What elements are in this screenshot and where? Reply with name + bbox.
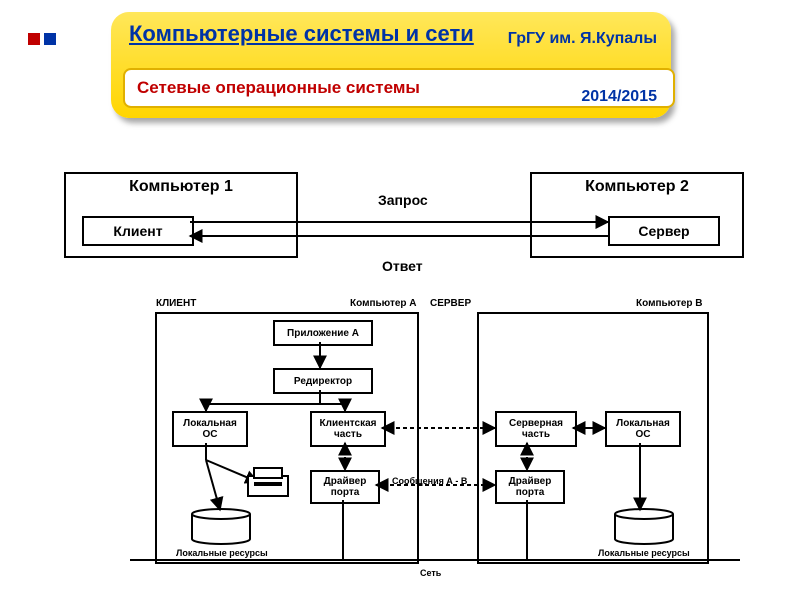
d2-label: КЛИЕНТ xyxy=(156,298,196,309)
university-label: ГрГУ им. Я.Купалы xyxy=(508,30,657,48)
d2-node-serverPart: Серверная часть xyxy=(495,411,577,447)
d2-label: Локальные ресурсы xyxy=(598,548,690,558)
d1-node-server: Сервер xyxy=(608,216,720,246)
subtitle-text: Сетевые операционные системы xyxy=(137,78,420,98)
bullet-icon xyxy=(28,33,40,45)
d2-label: Сеть xyxy=(420,568,441,578)
d2-label: СЕРВЕР xyxy=(430,298,471,309)
title-bullets xyxy=(28,33,56,45)
d2-label: Компьютер В xyxy=(636,298,703,309)
page-title: Компьютерные системы и сети xyxy=(129,21,474,47)
d2-node-appA: Приложение А xyxy=(273,320,373,346)
bullet-icon xyxy=(44,33,56,45)
d2-node-localOS_B: Локальная ОС xyxy=(605,411,681,447)
d2-label: Локальные ресурсы xyxy=(176,548,268,558)
d1-node-client: Клиент xyxy=(82,216,194,246)
d1-label: Запрос xyxy=(378,192,428,208)
d1-label: Ответ xyxy=(382,258,423,274)
d2-node-clientPart: Клиентская часть xyxy=(310,411,386,447)
d2-label: Сообщения А - В xyxy=(392,476,467,486)
d2-node-drvA: Драйвер порта xyxy=(310,470,380,504)
year-label: 2014/2015 xyxy=(581,88,657,106)
d2-node-redir: Редиректор xyxy=(273,368,373,394)
d2-label: Компьютер А xyxy=(350,298,417,309)
header-card: Компьютерные системы и сети ГрГУ им. Я.К… xyxy=(111,12,671,118)
d2-node-localOS_A: Локальная ОС xyxy=(172,411,248,447)
d2-node-drvB: Драйвер порта xyxy=(495,470,565,504)
